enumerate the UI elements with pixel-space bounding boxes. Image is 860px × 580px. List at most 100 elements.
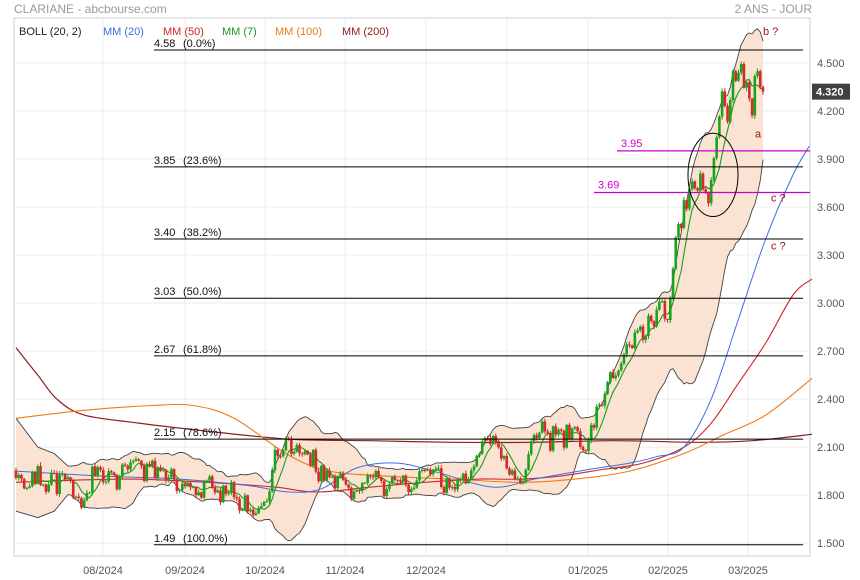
candle-138	[390, 475, 394, 486]
candle-128	[363, 481, 367, 484]
candle-body	[148, 463, 151, 467]
candle-112	[320, 464, 323, 484]
candle-body	[197, 492, 200, 496]
candle-92	[265, 498, 269, 503]
candle-48	[145, 462, 149, 483]
candle-19	[66, 474, 70, 480]
candle-42	[129, 459, 132, 471]
candle-body	[145, 463, 149, 481]
candle-body	[467, 478, 470, 484]
candle-27	[88, 491, 91, 494]
candle-54	[161, 466, 165, 473]
candle-body	[181, 483, 184, 491]
candle-body	[284, 438, 288, 451]
candle-body	[573, 427, 577, 429]
candle-body	[410, 489, 413, 493]
candle-body	[535, 435, 539, 438]
period-label: 2 ANS - JOUR	[734, 2, 812, 16]
candle-53	[159, 464, 162, 472]
candle-86	[249, 507, 252, 513]
candle-body	[401, 475, 405, 482]
candle-32	[101, 466, 105, 485]
candle-265	[737, 69, 740, 82]
fib-pct-label: (50.0%)	[183, 286, 222, 298]
candle-body	[153, 460, 157, 478]
candle-22	[74, 495, 78, 499]
candle-body	[246, 495, 250, 512]
candle-body	[682, 200, 686, 228]
candle-95	[273, 446, 277, 474]
candle-87	[251, 507, 255, 519]
candle-body	[377, 470, 380, 478]
candle-body	[77, 496, 81, 499]
candle-body	[208, 476, 211, 481]
candle-154	[434, 466, 438, 471]
candle-270	[750, 98, 754, 119]
candle-body	[508, 468, 511, 475]
candle-213	[595, 403, 598, 431]
candle-body	[36, 466, 40, 484]
candle-body	[557, 429, 560, 435]
candle-body	[330, 476, 334, 478]
candle-body	[698, 173, 702, 191]
candle-46	[140, 460, 143, 469]
candle-body	[200, 492, 203, 498]
candle-body	[641, 326, 645, 340]
fib-pct-label: (61.8%)	[183, 344, 222, 356]
candle-body	[344, 479, 348, 485]
candle-184	[516, 476, 519, 481]
candle-252	[701, 172, 705, 192]
candle-121	[344, 477, 348, 486]
candle-178	[499, 445, 503, 462]
candle-body	[628, 344, 631, 346]
candle-64	[189, 481, 192, 491]
candle-body	[633, 332, 637, 349]
candle-230	[641, 323, 645, 343]
candle-97	[279, 453, 282, 459]
candle-body	[622, 354, 626, 364]
candle-body	[178, 490, 181, 492]
candle-body	[322, 465, 326, 480]
candle-body	[652, 321, 656, 327]
candle-body	[300, 453, 304, 455]
candle-body	[761, 87, 765, 92]
candle-body	[712, 157, 716, 180]
fib-pct-label: (100.0%)	[183, 533, 228, 545]
candle-24	[80, 496, 83, 510]
y-tick-label: 3.000	[817, 298, 845, 310]
candle-body	[737, 72, 740, 81]
candle-80	[232, 480, 236, 500]
candle-body	[352, 491, 356, 499]
candle-body	[619, 363, 623, 371]
candle-body	[396, 479, 399, 481]
candle-body	[88, 492, 91, 494]
candle-229	[639, 325, 642, 333]
candle-4	[25, 486, 29, 491]
candle-body	[123, 464, 127, 466]
candle-body	[189, 482, 192, 488]
candle-259	[720, 88, 724, 120]
candle-body	[121, 464, 124, 476]
candle-74	[216, 488, 220, 494]
candle-39	[121, 462, 124, 479]
candle-body	[202, 482, 206, 498]
candle-body	[161, 469, 165, 471]
candle-218	[609, 370, 612, 385]
candle-157	[442, 485, 446, 496]
candle-225	[628, 341, 631, 348]
candle-251	[698, 170, 702, 193]
candle-body	[576, 427, 579, 432]
candle-body	[453, 486, 457, 490]
candle-body	[115, 474, 119, 490]
candle-body	[339, 473, 342, 477]
candle-body	[559, 429, 563, 431]
candle-212	[592, 423, 596, 431]
candle-body	[568, 424, 571, 440]
candle-20	[69, 476, 72, 483]
candle-body	[63, 473, 67, 480]
candle-59	[175, 478, 179, 494]
candle-192	[538, 431, 541, 440]
candle-body	[546, 431, 549, 433]
candle-body	[431, 469, 435, 475]
